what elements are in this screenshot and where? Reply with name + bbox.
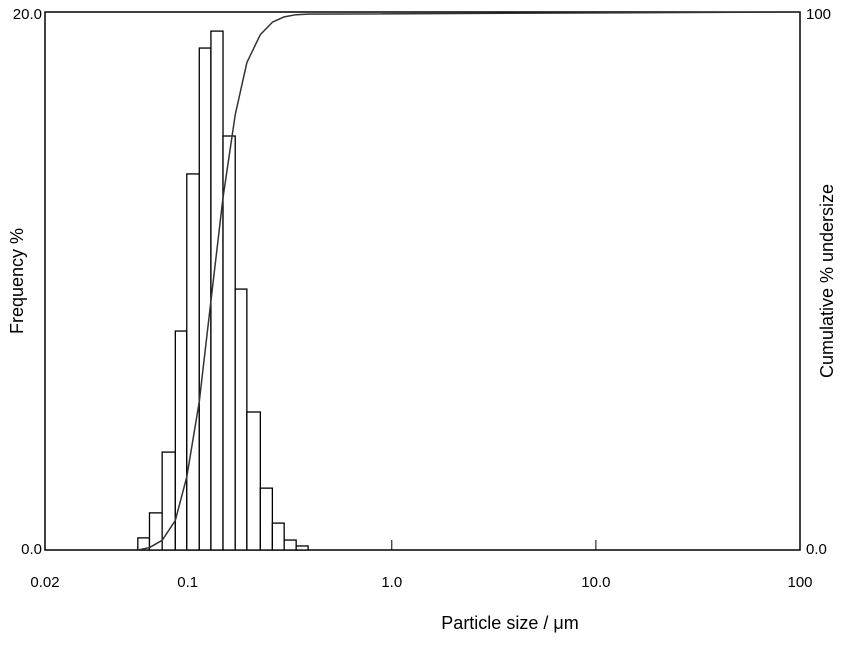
y-tick-label: 20.0 xyxy=(13,6,42,23)
bar xyxy=(198,47,212,551)
x-tick-label: 1.0 xyxy=(381,574,402,591)
bar xyxy=(271,522,285,551)
cumulative-line xyxy=(137,11,801,551)
bar xyxy=(246,411,261,551)
bar xyxy=(161,451,176,551)
y2-axis-title: Cumulative % undersize xyxy=(817,184,837,378)
bar xyxy=(222,135,236,551)
x-axis-title: Particle size / μm xyxy=(441,613,578,633)
y2-tick-label: 100 xyxy=(806,6,831,23)
x-tick-label: 100 xyxy=(787,574,812,591)
bar xyxy=(186,173,200,551)
y-tick-label: 0.0 xyxy=(21,541,42,558)
y2-tick-label: 0.0 xyxy=(806,541,827,558)
bar xyxy=(174,330,188,551)
x-tick-label: 0.02 xyxy=(30,574,59,591)
x-tick-label: 10.0 xyxy=(581,574,610,591)
plot-frame xyxy=(44,11,801,551)
bar xyxy=(259,487,274,551)
bar xyxy=(295,545,309,551)
x-tick-label: 0.1 xyxy=(177,574,198,591)
bar xyxy=(234,288,248,551)
y-axis-title: Frequency % xyxy=(7,228,27,334)
bar xyxy=(283,539,297,551)
